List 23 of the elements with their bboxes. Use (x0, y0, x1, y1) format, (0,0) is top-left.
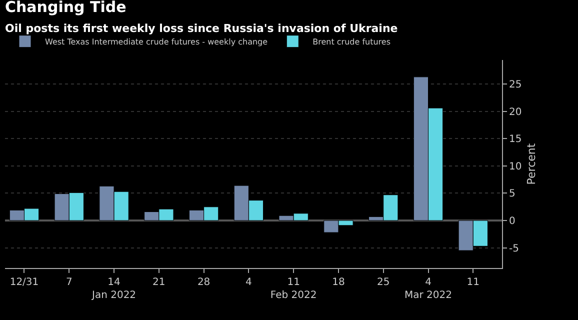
x-tick-label: 11 (466, 277, 480, 288)
x-tick-label: 11 Feb 2022 (270, 277, 317, 301)
x-tick-label: 4 (246, 277, 252, 288)
x-tick-label: 18 (332, 277, 345, 288)
y-tick-label: 25 (509, 80, 522, 91)
x-tick-label: 21 (152, 277, 166, 288)
y-tick-label: 10 (509, 161, 522, 172)
chart-title: Changing Tide (5, 0, 126, 16)
y-tick-label: -5 (509, 243, 519, 254)
x-tick-label: 7 (66, 277, 72, 288)
y-tick-label: 5 (509, 188, 516, 200)
y-tick-label: 20 (509, 106, 522, 118)
legend-label: Brent crude futures (312, 37, 391, 46)
y-axis-title: Percent (524, 142, 538, 185)
chart-subtitle: Oil posts its first weekly loss since Russia's invasion of Ukraine (5, 22, 398, 35)
y-tick-label: 0 (509, 216, 516, 227)
x-tick-label: 12/31 (10, 277, 39, 288)
legend-label: West Texas Intermediate crude futures - weekly change (45, 37, 268, 46)
x-tick-label: 28 (197, 277, 210, 288)
x-tick-label: 25 (376, 277, 390, 288)
x-tick-label: 14 Jan 2022 (90, 277, 136, 301)
x-tick-label: 4 Mar 2022 (404, 277, 452, 301)
y-tick-label: 15 (509, 134, 522, 146)
